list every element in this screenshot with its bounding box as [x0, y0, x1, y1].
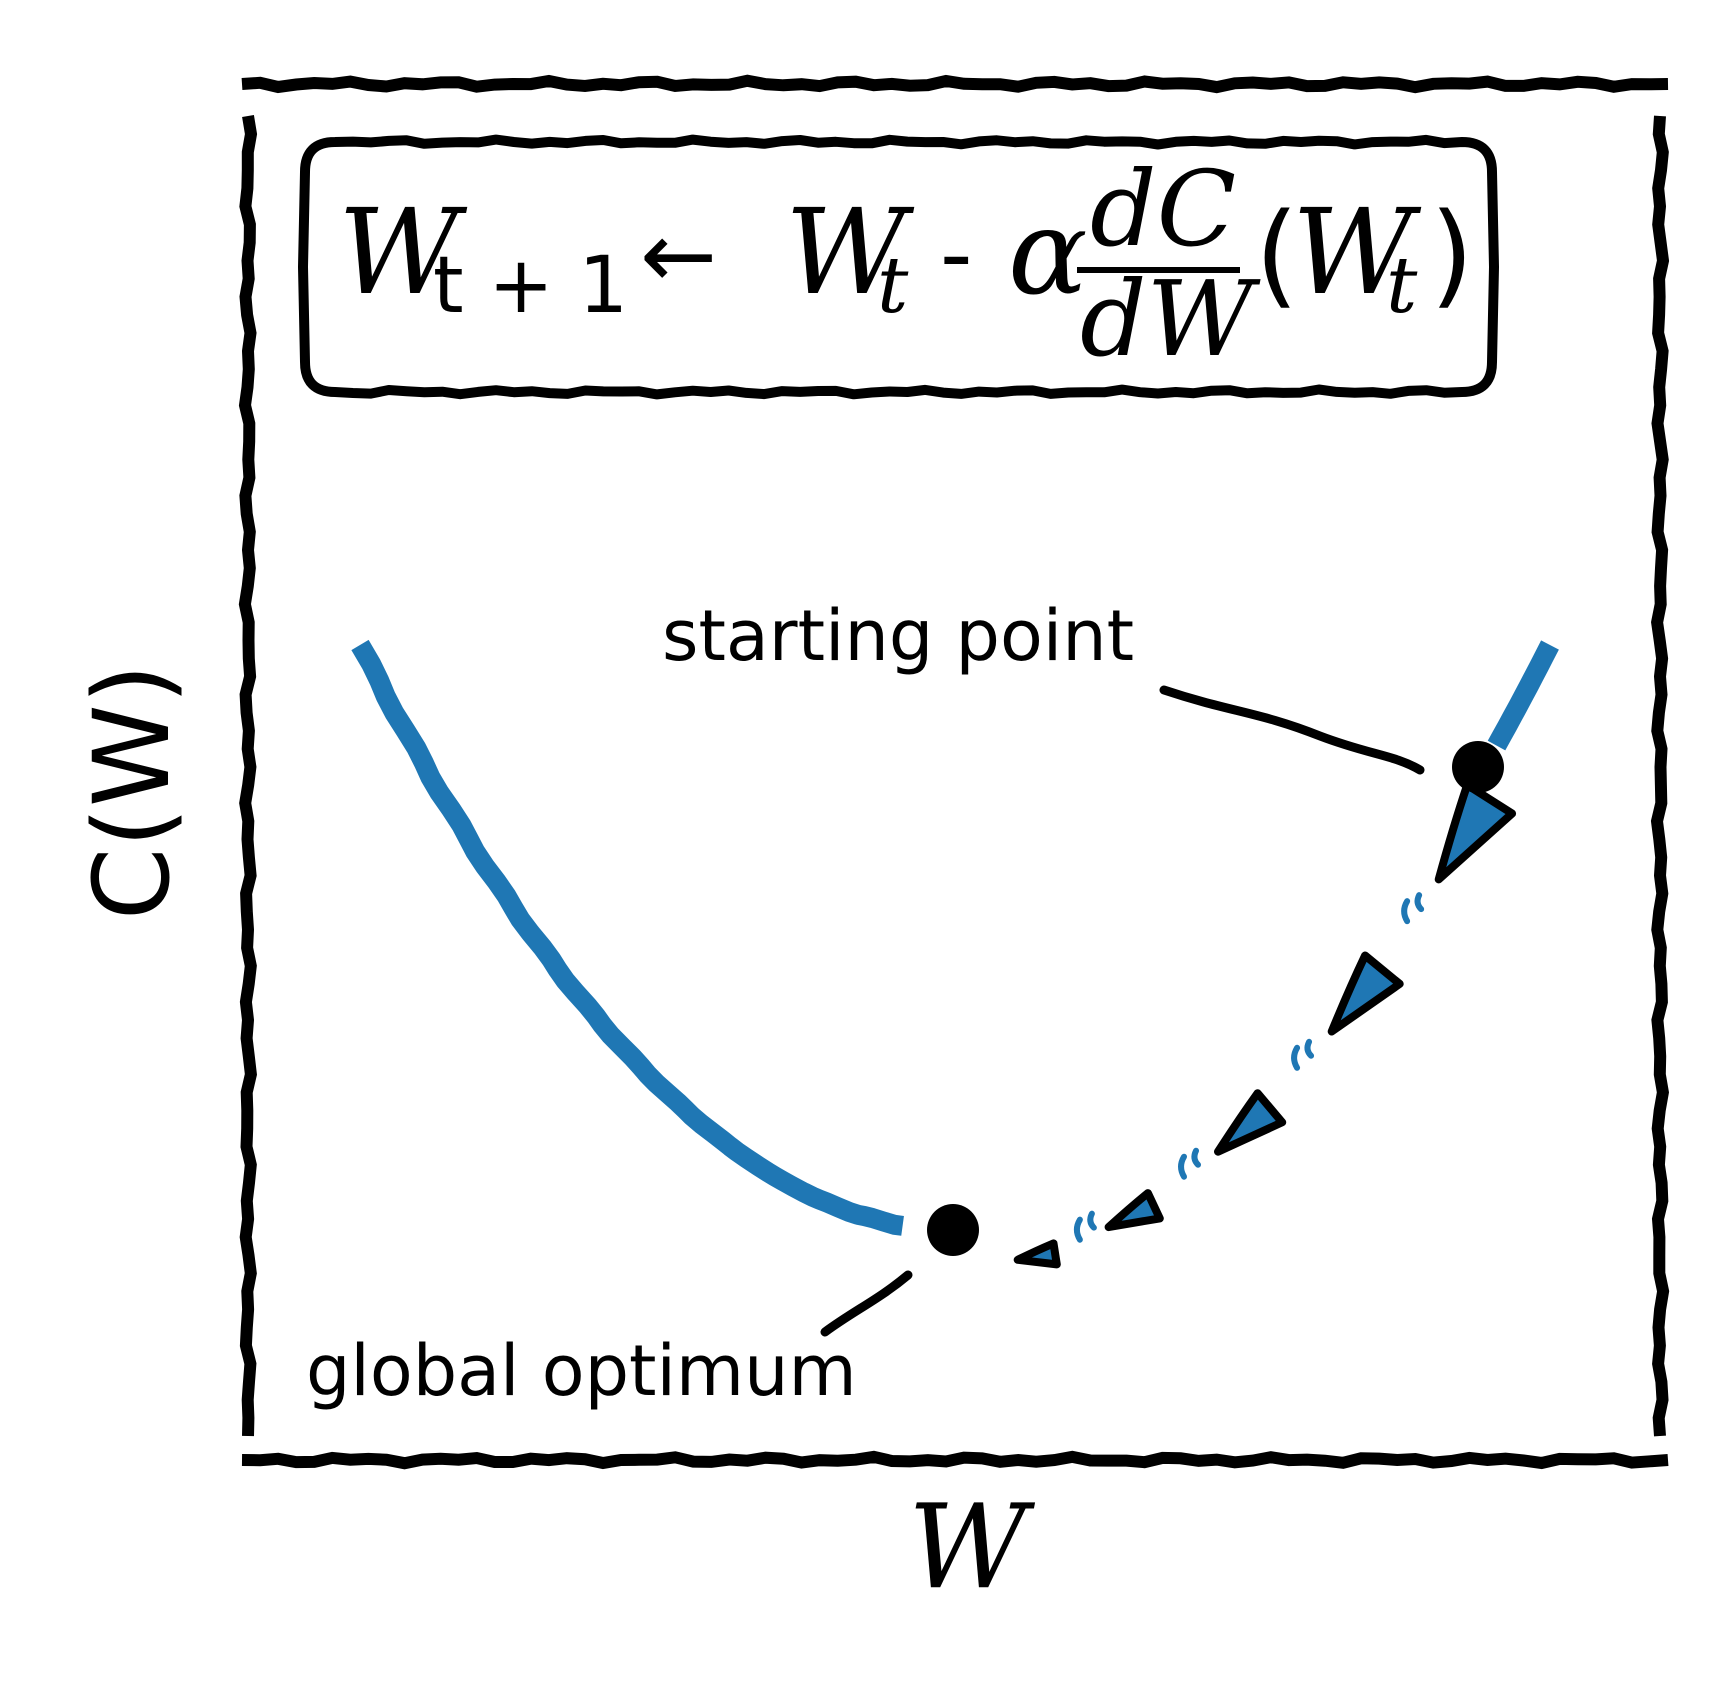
- formula-arg: W: [1292, 183, 1422, 321]
- descent-step-arrow: [1013, 1239, 1061, 1269]
- formula-fraction-denominator: dW: [1080, 258, 1261, 380]
- x-axis-label: W: [908, 1480, 1036, 1615]
- descent-step-tick: [1401, 892, 1425, 925]
- formula-term: W: [785, 183, 915, 321]
- starting-point-leader: [1159, 685, 1425, 775]
- frame-edge: [1650, 115, 1670, 1437]
- starting-point: [1452, 741, 1504, 793]
- descent-step-tick: [1178, 1147, 1202, 1180]
- formula-arrow: ←: [640, 202, 717, 309]
- formula-paren-close: ): [1430, 190, 1474, 320]
- frame-edge: [241, 74, 1669, 94]
- formula-lhs: W: [338, 183, 468, 321]
- global-optimum-label: global optimum: [306, 1330, 857, 1412]
- formula-paren-open: (: [1255, 190, 1299, 320]
- formula-lhs-subscript: t + 1: [433, 241, 628, 331]
- descent-step-arrow: [1434, 781, 1517, 884]
- frame-edge: [238, 115, 258, 1437]
- descent-step-tick: [1291, 1038, 1315, 1071]
- formula-alpha: α: [1008, 183, 1088, 321]
- formula-term-subscript: t: [877, 241, 909, 331]
- formula-minus: -: [940, 202, 972, 307]
- formula-fraction-numerator: dC: [1090, 148, 1236, 270]
- starting-point-label: starting point: [662, 595, 1134, 677]
- formula-box-border: [298, 134, 1499, 400]
- formula-box: W t + 1 ← W t - α dC dW ( W t ): [298, 134, 1499, 400]
- descent-steps: [1013, 781, 1517, 1269]
- y-axis-label: C(W): [71, 664, 193, 921]
- descent-step-arrow: [1327, 951, 1404, 1036]
- global-optimum-leader: [820, 1270, 913, 1337]
- descent-step-arrow: [1214, 1089, 1287, 1156]
- cost-curve: [351, 639, 1559, 1236]
- axes-frame: [238, 74, 1670, 1470]
- formula-arg-subscript: t: [1386, 241, 1418, 331]
- global-optimum-point: [927, 1204, 979, 1256]
- descent-step-arrow: [1104, 1189, 1164, 1232]
- descent-step-tick: [1073, 1210, 1097, 1243]
- frame-edge: [241, 1450, 1669, 1470]
